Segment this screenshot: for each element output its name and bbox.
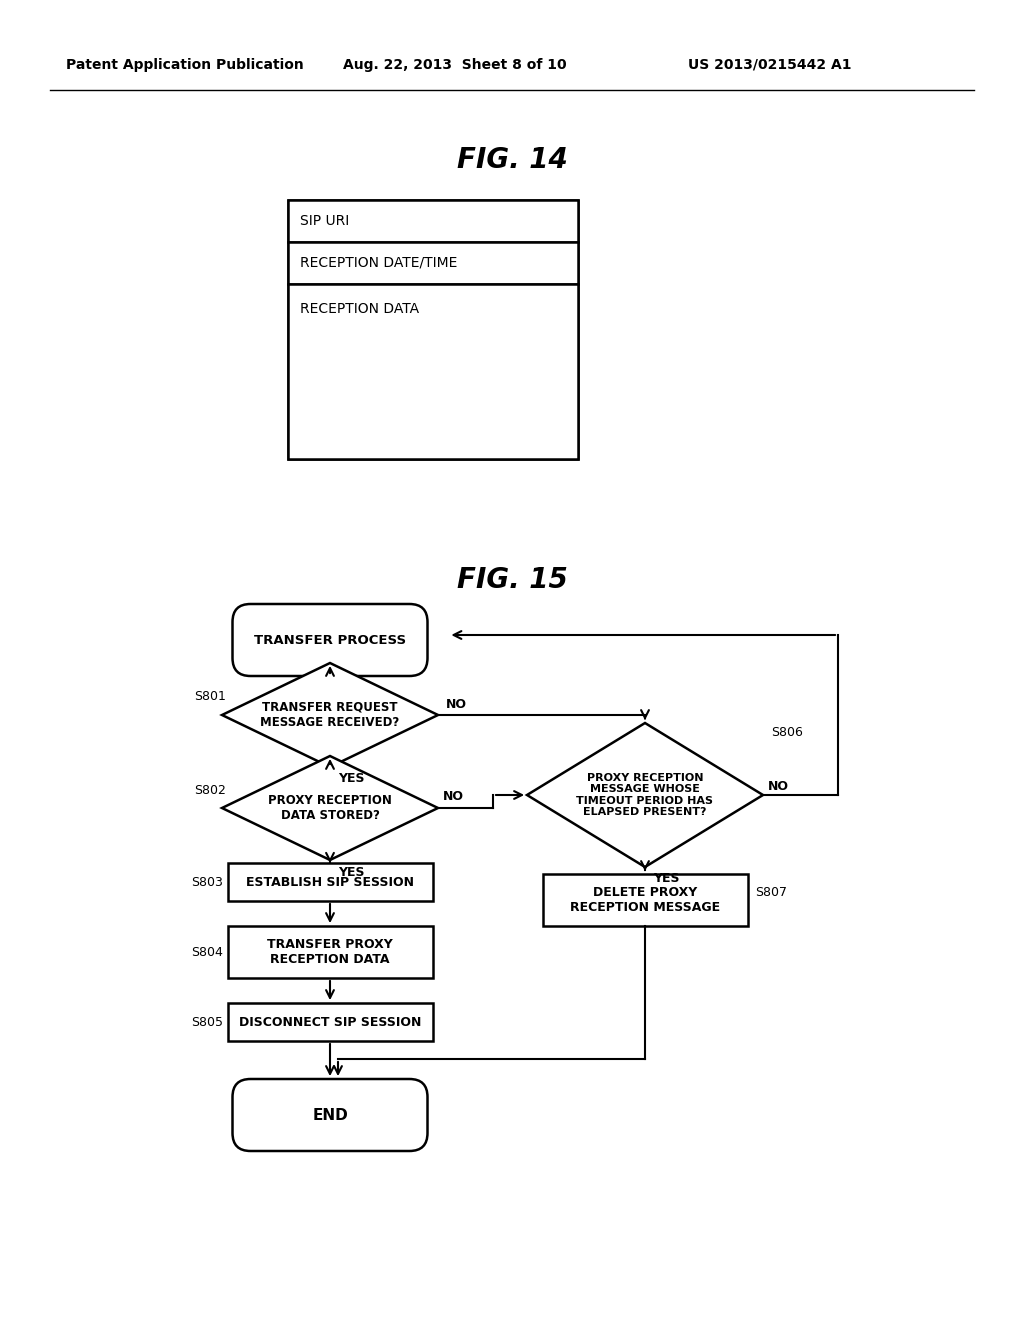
Text: RECEPTION DATA: RECEPTION DATA [300, 302, 419, 315]
Text: Aug. 22, 2013  Sheet 8 of 10: Aug. 22, 2013 Sheet 8 of 10 [343, 58, 567, 73]
Text: S807: S807 [756, 886, 787, 899]
Text: S802: S802 [194, 784, 226, 796]
Bar [288, 201, 578, 242]
Text: PROXY RECEPTION
MESSAGE WHOSE
TIMEOUT PERIOD HAS
ELAPSED PRESENT?: PROXY RECEPTION MESSAGE WHOSE TIMEOUT PE… [577, 772, 714, 817]
Text: DISCONNECT SIP SESSION: DISCONNECT SIP SESSION [239, 1015, 421, 1028]
Text: YES: YES [338, 772, 365, 785]
Text: S801: S801 [194, 690, 226, 704]
Text: FIG. 14: FIG. 14 [457, 147, 567, 174]
Polygon shape [527, 723, 763, 867]
Text: NO: NO [768, 780, 790, 793]
Text: YES: YES [653, 873, 680, 886]
Text: YES: YES [338, 866, 365, 879]
Text: TRANSFER PROXY
RECEPTION DATA: TRANSFER PROXY RECEPTION DATA [267, 939, 393, 966]
Bar [288, 284, 578, 459]
FancyBboxPatch shape [232, 605, 427, 676]
Polygon shape [222, 663, 438, 767]
Text: TRANSFER PROCESS: TRANSFER PROCESS [254, 634, 407, 647]
Bar [288, 201, 578, 459]
Text: S806: S806 [771, 726, 803, 739]
Text: US 2013/0215442 A1: US 2013/0215442 A1 [688, 58, 852, 73]
Text: DELETE PROXY
RECEPTION MESSAGE: DELETE PROXY RECEPTION MESSAGE [570, 886, 720, 913]
Text: FIG. 15: FIG. 15 [457, 566, 567, 594]
FancyBboxPatch shape [232, 1078, 427, 1151]
Polygon shape [222, 756, 438, 861]
Text: END: END [312, 1107, 348, 1122]
Text: SIP URI: SIP URI [300, 214, 349, 228]
Text: ESTABLISH SIP SESSION: ESTABLISH SIP SESSION [246, 875, 414, 888]
Text: Patent Application Publication: Patent Application Publication [67, 58, 304, 73]
Bar [227, 1003, 432, 1041]
Text: S805: S805 [191, 1015, 223, 1028]
Bar [288, 242, 578, 284]
Bar [227, 927, 432, 978]
Text: RECEPTION DATE/TIME: RECEPTION DATE/TIME [300, 256, 458, 271]
Text: NO: NO [446, 697, 467, 710]
Bar [227, 863, 432, 902]
Text: TRANSFER REQUEST
MESSAGE RECEIVED?: TRANSFER REQUEST MESSAGE RECEIVED? [260, 701, 399, 729]
Text: S804: S804 [191, 945, 223, 958]
Bar [543, 874, 748, 927]
Text: S803: S803 [191, 875, 223, 888]
Text: NO: NO [443, 791, 464, 804]
Text: PROXY RECEPTION
DATA STORED?: PROXY RECEPTION DATA STORED? [268, 795, 392, 822]
